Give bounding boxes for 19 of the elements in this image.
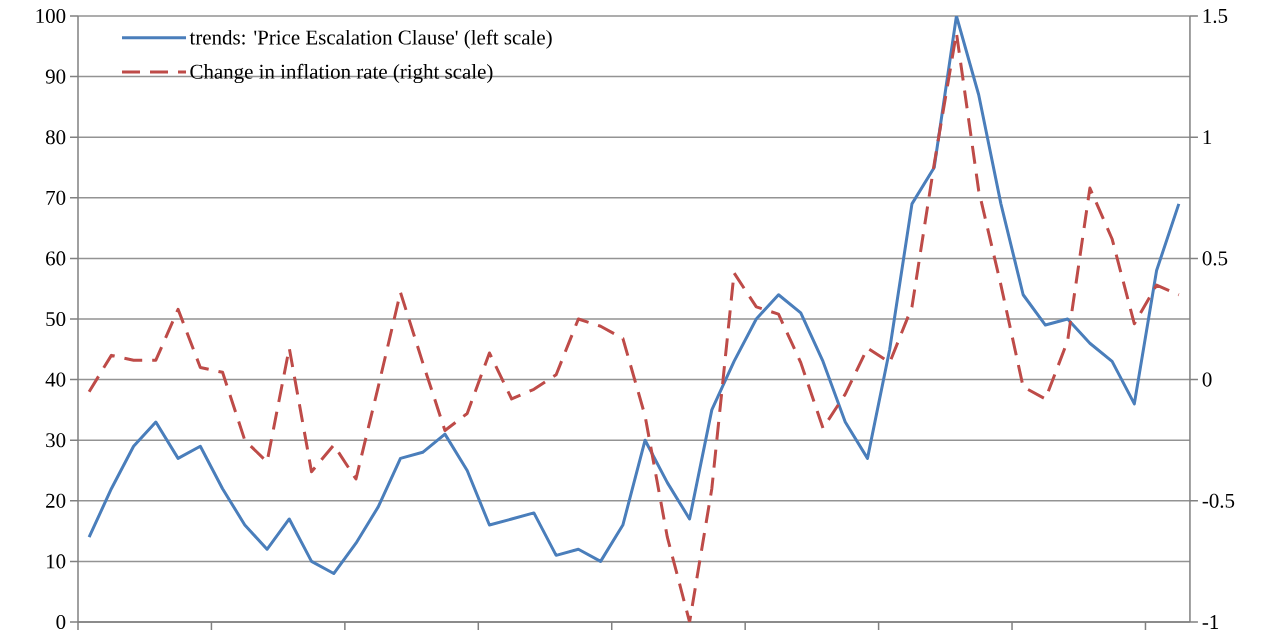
y-tick-label: 50 (46, 311, 66, 327)
y2-tick-label: 1.5 (1203, 8, 1228, 24)
y-tick-label: 30 (46, 433, 66, 448)
y-tick-label: 20 (46, 493, 66, 508)
y-tick-label: 100 (36, 8, 66, 24)
y-tick-label: 80 (45, 130, 66, 145)
y-tick-label: 0 (56, 614, 66, 630)
legend-label: Change in inflation rate (right scale) (190, 63, 493, 84)
y-tick-label: 70 (46, 190, 66, 205)
y2-tick-label: -1 (1202, 615, 1219, 629)
y2-tick-label: 0.5 (1202, 251, 1228, 266)
y2-tick-label: 1 (1203, 130, 1212, 145)
y-tick-label: 10 (47, 554, 66, 569)
legend-label: trends: 'Price Escalation Clause' (left scale) (189, 29, 552, 49)
y2-tick-label: -0.5 (1202, 493, 1235, 508)
y-tick-label: 60 (46, 251, 66, 266)
y-tick-label: 40 (45, 372, 66, 387)
y-tick-label: 90 (45, 69, 66, 84)
y2-tick-label: 0 (1202, 372, 1212, 387)
